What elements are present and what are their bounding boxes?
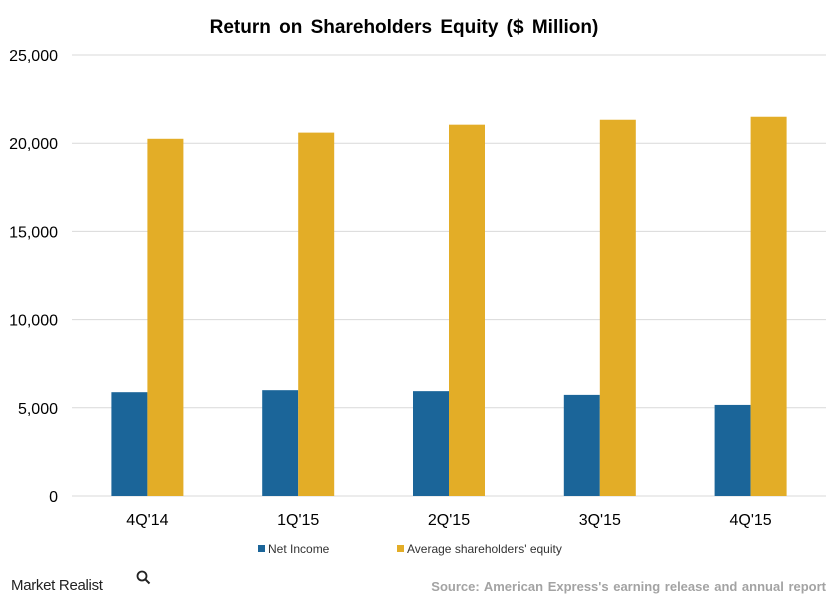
bars (111, 116, 787, 497)
x-tick-label: 1Q'15 (277, 512, 319, 529)
bar-average-equity (750, 116, 787, 497)
bar-net-income (563, 394, 600, 496)
chart-title: Return on Shareholders Equity ($ Million… (210, 17, 599, 38)
x-tick-label: 2Q'15 (428, 512, 470, 529)
y-axis: 0 5,000 10,000 15,000 20,000 25,000 (9, 48, 58, 506)
y-tick-label: 15,000 (9, 224, 58, 241)
legend-item: Average shareholders' equity (397, 542, 562, 556)
legend-swatch (258, 545, 265, 552)
y-tick-label: 5,000 (18, 401, 58, 418)
y-tick-label: 10,000 (9, 313, 58, 330)
brand-logo: Market Realist (11, 570, 151, 594)
bar-average-equity (147, 138, 184, 497)
legend-swatch (397, 545, 404, 552)
brand-name: Market Realist (11, 577, 104, 594)
x-tick-label: 3Q'15 (579, 512, 621, 529)
source-note: Source: American Express's earning relea… (431, 579, 826, 594)
bar-average-equity (449, 124, 485, 496)
bar-net-income (111, 392, 148, 496)
y-tick-label: 20,000 (9, 136, 58, 153)
bar-net-income (714, 404, 751, 496)
bar-net-income (262, 390, 299, 496)
legend: Net Income Average shareholders' equity (258, 542, 562, 556)
bar-average-equity (599, 119, 636, 496)
bar-net-income (413, 391, 449, 496)
x-axis: 4Q'14 1Q'15 2Q'15 3Q'15 4Q'15 (126, 512, 771, 529)
y-tick-label: 0 (49, 489, 58, 506)
x-tick-label: 4Q'14 (126, 512, 168, 529)
legend-item: Net Income (258, 542, 330, 556)
x-tick-label: 4Q'15 (729, 512, 771, 529)
magnifier-icon (136, 570, 151, 585)
legend-label: Net Income (268, 542, 330, 556)
y-tick-label: 25,000 (9, 48, 58, 65)
legend-label: Average shareholders' equity (407, 542, 562, 556)
bar-average-equity (298, 132, 335, 496)
